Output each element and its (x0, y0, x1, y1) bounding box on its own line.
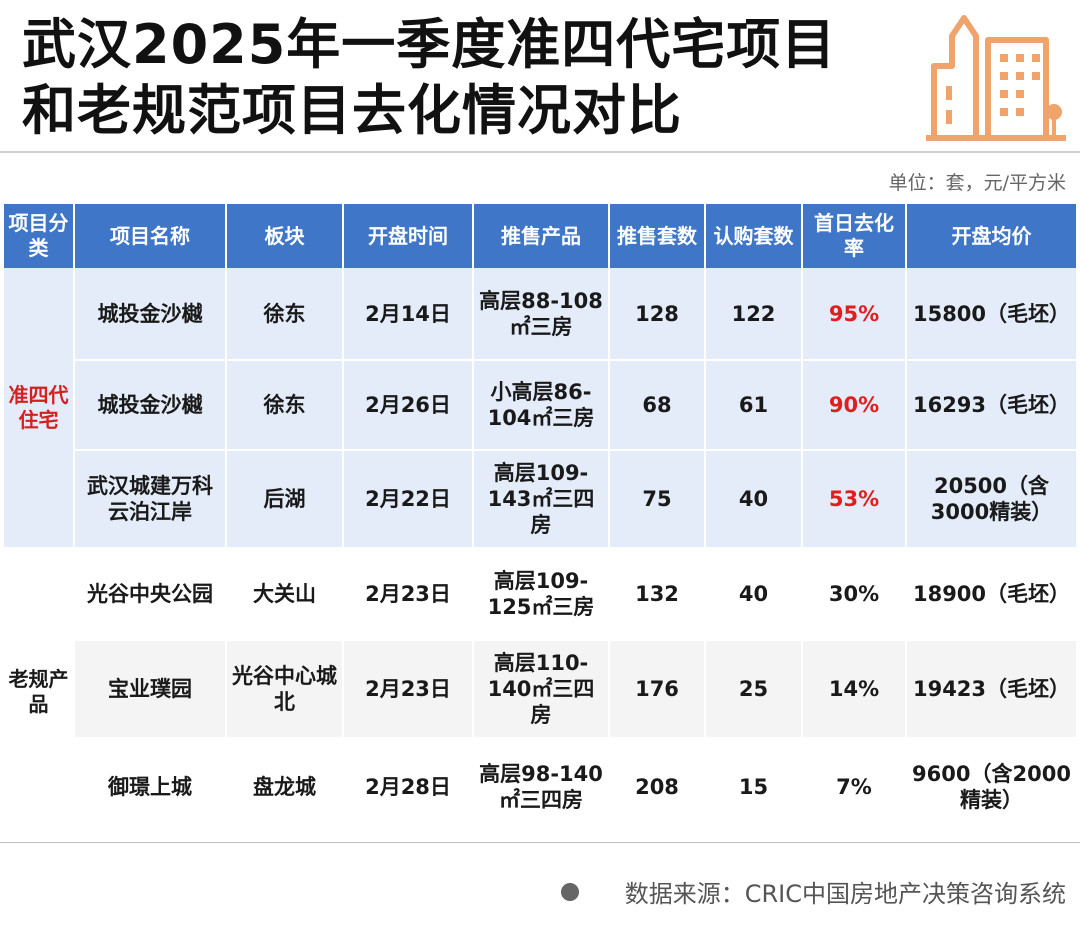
product: 小高层86-104㎡三房 (473, 360, 610, 451)
subscribed: 25 (705, 640, 803, 739)
header-product: 推售产品 (473, 204, 610, 268)
subscribed: 15 (705, 738, 803, 837)
title-divider (0, 151, 1080, 153)
project-name: 城投金沙樾 (74, 268, 227, 361)
table-header-row: 项目分类 项目名称 板块 开盘时间 推售产品 推售套数 认购套数 首日去化率 开… (4, 204, 1076, 268)
header-category: 项目分类 (4, 204, 75, 268)
open-date: 2月23日 (343, 548, 474, 641)
comparison-table: 项目分类 项目名称 板块 开盘时间 推售产品 推售套数 认购套数 首日去化率 开… (4, 204, 1076, 837)
first-day-rate: 7% (802, 738, 907, 837)
title-line-2: 和老规范项目去化情况对比 (22, 79, 682, 142)
footer-divider (0, 842, 1080, 843)
block: 徐东 (226, 360, 344, 451)
subscribed: 40 (705, 548, 803, 641)
table-row: 老规产品 光谷中央公园 大关山 2月23日 高层109-125㎡三房 132 4… (4, 548, 1076, 837)
avg-price: 9600（含2000精装） (906, 738, 1076, 837)
header-subscribed: 认购套数 (705, 204, 803, 268)
block: 光谷中心城北 (226, 640, 344, 739)
table-row: 御璟上城 盘龙城 2月28日 高层98-140㎡三四房 208 15 7% 96… (4, 738, 1076, 837)
product: 高层88-108㎡三房 (473, 268, 610, 361)
avg-price: 19423（毛坯） (906, 640, 1076, 739)
first-day-rate: 53% (802, 450, 907, 549)
project-name: 御璟上城 (74, 738, 227, 837)
supply: 68 (609, 360, 706, 451)
project-name: 宝业璞园 (74, 640, 227, 739)
category-cell-new: 准四代住宅 (4, 268, 75, 549)
open-date: 2月26日 (343, 360, 474, 451)
supply: 75 (609, 450, 706, 549)
table-row: 武汉城建万科云泊江岸 后湖 2月22日 高层109-143㎡三四房 75 40 … (4, 450, 1076, 549)
avg-price: 20500（含3000精装） (906, 450, 1076, 549)
subscribed: 61 (705, 360, 803, 451)
first-day-rate: 95% (802, 268, 907, 361)
supply: 128 (609, 268, 706, 361)
product: 高层110-140㎡三四房 (473, 640, 610, 739)
first-day-rate: 90% (802, 360, 907, 451)
supply: 176 (609, 640, 706, 739)
product: 高层109-143㎡三四房 (473, 450, 610, 549)
open-date: 2月23日 (343, 640, 474, 739)
table-row: 宝业璞园 光谷中心城北 2月23日 高层110-140㎡三四房 176 25 1… (4, 640, 1076, 739)
bullet-dot-icon (560, 882, 579, 901)
first-day-rate: 30% (802, 548, 907, 641)
table-row: 准四代住宅 城投金沙樾 徐东 2月14日 高层88-108㎡三房 128 122… (4, 268, 1076, 549)
first-day-rate: 14% (802, 640, 907, 739)
block: 后湖 (226, 450, 344, 549)
supply: 132 (609, 548, 706, 641)
category-cell-old: 老规产品 (4, 548, 75, 837)
source-note: 数据来源：CRIC中国房地产决策咨询系统 (560, 874, 1066, 909)
avg-price: 18900（毛坯） (906, 548, 1076, 641)
avg-price: 15800（毛坯） (906, 268, 1076, 361)
building-icon (926, 15, 1066, 141)
header-avg-price: 开盘均价 (906, 204, 1076, 268)
subscribed: 122 (705, 268, 803, 361)
header-block: 板块 (226, 204, 344, 268)
source-text: 数据来源：CRIC中国房地产决策咨询系统 (624, 880, 1066, 908)
product: 高层98-140㎡三四房 (473, 738, 610, 837)
open-date: 2月14日 (343, 268, 474, 361)
header-name: 项目名称 (74, 204, 227, 268)
avg-price: 16293（毛坯） (906, 360, 1076, 451)
block: 徐东 (226, 268, 344, 361)
header-first-day-rate: 首日去化率 (802, 204, 907, 268)
subscribed: 40 (705, 450, 803, 549)
project-name: 城投金沙樾 (74, 360, 227, 451)
table-row: 城投金沙樾 徐东 2月26日 小高层86-104㎡三房 68 61 90% 16… (4, 360, 1076, 451)
open-date: 2月28日 (343, 738, 474, 837)
header-supply: 推售套数 (609, 204, 706, 268)
supply: 208 (609, 738, 706, 837)
project-name: 光谷中央公园 (74, 548, 227, 641)
block: 盘龙城 (226, 738, 344, 837)
title-line-1: 武汉2025年一季度准四代宅项目 (22, 13, 837, 76)
block: 大关山 (226, 548, 344, 641)
unit-note: 单位：套，元/平方米 (888, 172, 1066, 194)
project-name: 武汉城建万科云泊江岸 (74, 450, 227, 549)
product: 高层109-125㎡三房 (473, 548, 610, 641)
open-date: 2月22日 (343, 450, 474, 549)
page-title: 武汉2025年一季度准四代宅项目 和老规范项目去化情况对比 (22, 12, 922, 144)
header-open-date: 开盘时间 (343, 204, 474, 268)
